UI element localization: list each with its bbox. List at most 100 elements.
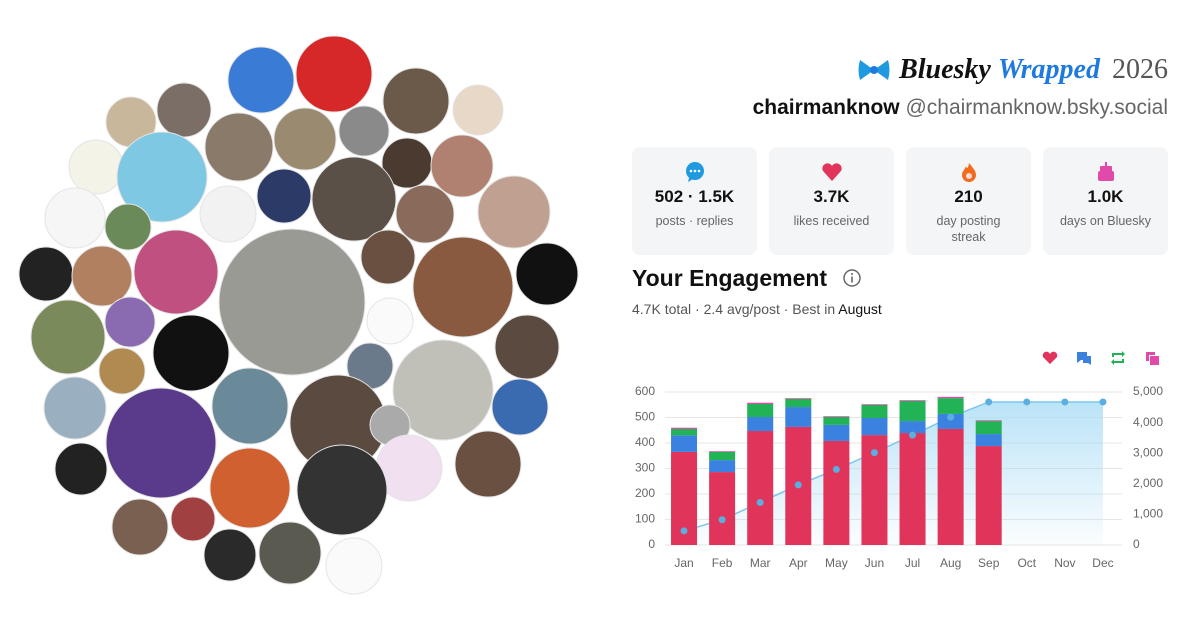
bar-segment — [785, 407, 812, 427]
product: Wrapped — [997, 54, 1100, 85]
y2-tick-label: 3,000 — [1133, 445, 1163, 459]
user-handle: @chairmanknow.bsky.social — [905, 96, 1168, 119]
bar-segment — [747, 431, 774, 545]
x-tick-label: Mar — [750, 556, 771, 570]
avatar — [452, 84, 504, 136]
avatar — [382, 67, 450, 135]
line-point — [909, 431, 917, 439]
bar-segment — [823, 424, 850, 441]
line-point — [870, 449, 878, 457]
avatar — [104, 296, 156, 348]
avatar — [218, 228, 366, 376]
bar-segment — [975, 420, 1002, 422]
bar-segment — [709, 472, 736, 545]
x-tick-label: Feb — [712, 556, 733, 570]
avatar — [491, 378, 549, 436]
line-point — [756, 498, 764, 506]
line-point — [1023, 398, 1031, 406]
bar-segment — [937, 398, 964, 414]
bar-segment — [823, 416, 850, 417]
avatar — [199, 185, 257, 243]
avatar — [256, 168, 312, 224]
bar-segment — [747, 416, 774, 432]
x-tick-label: Oct — [1017, 556, 1036, 570]
stat-label: posts · replies — [655, 214, 734, 228]
bar-segment — [899, 400, 926, 422]
avatar — [209, 447, 291, 529]
line-point — [794, 481, 802, 489]
avatar — [18, 246, 74, 302]
bar-segment — [861, 404, 888, 406]
avatar — [395, 184, 455, 244]
engagement-summary: 4.7K total · 2.4 avg/post · Best in Augu… — [632, 301, 882, 317]
stat-label: days on Bluesky — [1059, 214, 1152, 228]
bar-segment — [709, 451, 736, 452]
bar-segment — [899, 433, 926, 545]
avatar — [43, 376, 107, 440]
info-icon[interactable] — [842, 268, 862, 288]
bar-segment — [823, 440, 850, 545]
avatar — [325, 537, 383, 595]
avatar — [338, 105, 390, 157]
y2-tick-label: 0 — [1133, 537, 1140, 551]
y-tick-label: 0 — [648, 537, 655, 551]
y-tick-label: 500 — [635, 410, 655, 424]
stat-icon — [686, 162, 704, 182]
bar-segment — [671, 427, 698, 429]
header: Bluesky Wrapped 2026 — [857, 54, 1168, 86]
best-month: August — [838, 301, 882, 317]
stat-value: 1.0K — [1087, 187, 1124, 206]
avatar — [204, 112, 274, 182]
user: chairmanknow @chairmanknow.bsky.social — [753, 96, 1168, 120]
stat-value: 502 · 1.5K — [654, 187, 735, 206]
avatar — [258, 521, 322, 585]
avatar — [360, 229, 416, 285]
summary: 4.7K total · 2.4 avg/post · Best in — [632, 301, 836, 317]
avatar — [170, 496, 216, 542]
y2-tick-label: 1,000 — [1133, 507, 1163, 521]
stat-card: 502 · 1.5K posts · replies — [632, 147, 757, 255]
avatar — [227, 46, 295, 114]
bar-segment — [671, 435, 698, 452]
y2-tick-label: 4,000 — [1133, 415, 1163, 429]
x-tick-label: Sep — [978, 556, 1000, 570]
avatar — [105, 387, 217, 499]
stat-icon — [962, 163, 976, 182]
avatar — [54, 442, 108, 496]
stat-card: 3.7K likes received — [769, 147, 894, 255]
year: 2026 — [1112, 54, 1168, 85]
bar-segment — [861, 405, 888, 419]
line-point — [718, 516, 726, 524]
stat-icon — [1098, 162, 1114, 181]
engagement-title: Your Engagement — [632, 265, 828, 291]
bar-segment — [899, 421, 926, 434]
bar-segment — [861, 418, 888, 436]
bar-segment — [785, 398, 812, 399]
user-name: chairmanknow — [752, 96, 900, 119]
legend-icon — [1146, 352, 1159, 365]
plot: 0 100 200 300 400 500 600 0 1,000 2,000 3,000 4,000… — [635, 351, 1163, 570]
line-point — [832, 465, 840, 473]
avatar — [203, 528, 257, 582]
avatar — [98, 347, 146, 395]
y-tick-label: 200 — [635, 486, 655, 500]
x-tick-label: Nov — [1054, 556, 1075, 570]
line-point — [947, 413, 955, 421]
y-tick-label: 600 — [635, 384, 655, 398]
stat-card: 1.0K days on Bluesky — [1043, 147, 1168, 255]
area — [684, 401, 1103, 545]
line-point — [985, 398, 993, 406]
x-tick-label: Jul — [905, 556, 920, 570]
x-tick-label: Jan — [674, 556, 693, 570]
y-tick-label: 100 — [635, 512, 655, 526]
x-tick-label: Aug — [940, 556, 961, 570]
stat-label: day posting streak — [936, 214, 1001, 244]
y2-tick-label: 5,000 — [1133, 384, 1163, 398]
bar-segment — [709, 451, 736, 461]
bar-segment — [975, 446, 1002, 545]
avatar — [295, 35, 373, 113]
avatar-collage — [18, 35, 579, 595]
avatar — [30, 299, 106, 375]
legend-icon — [1042, 351, 1058, 364]
bar-segment — [709, 460, 736, 473]
